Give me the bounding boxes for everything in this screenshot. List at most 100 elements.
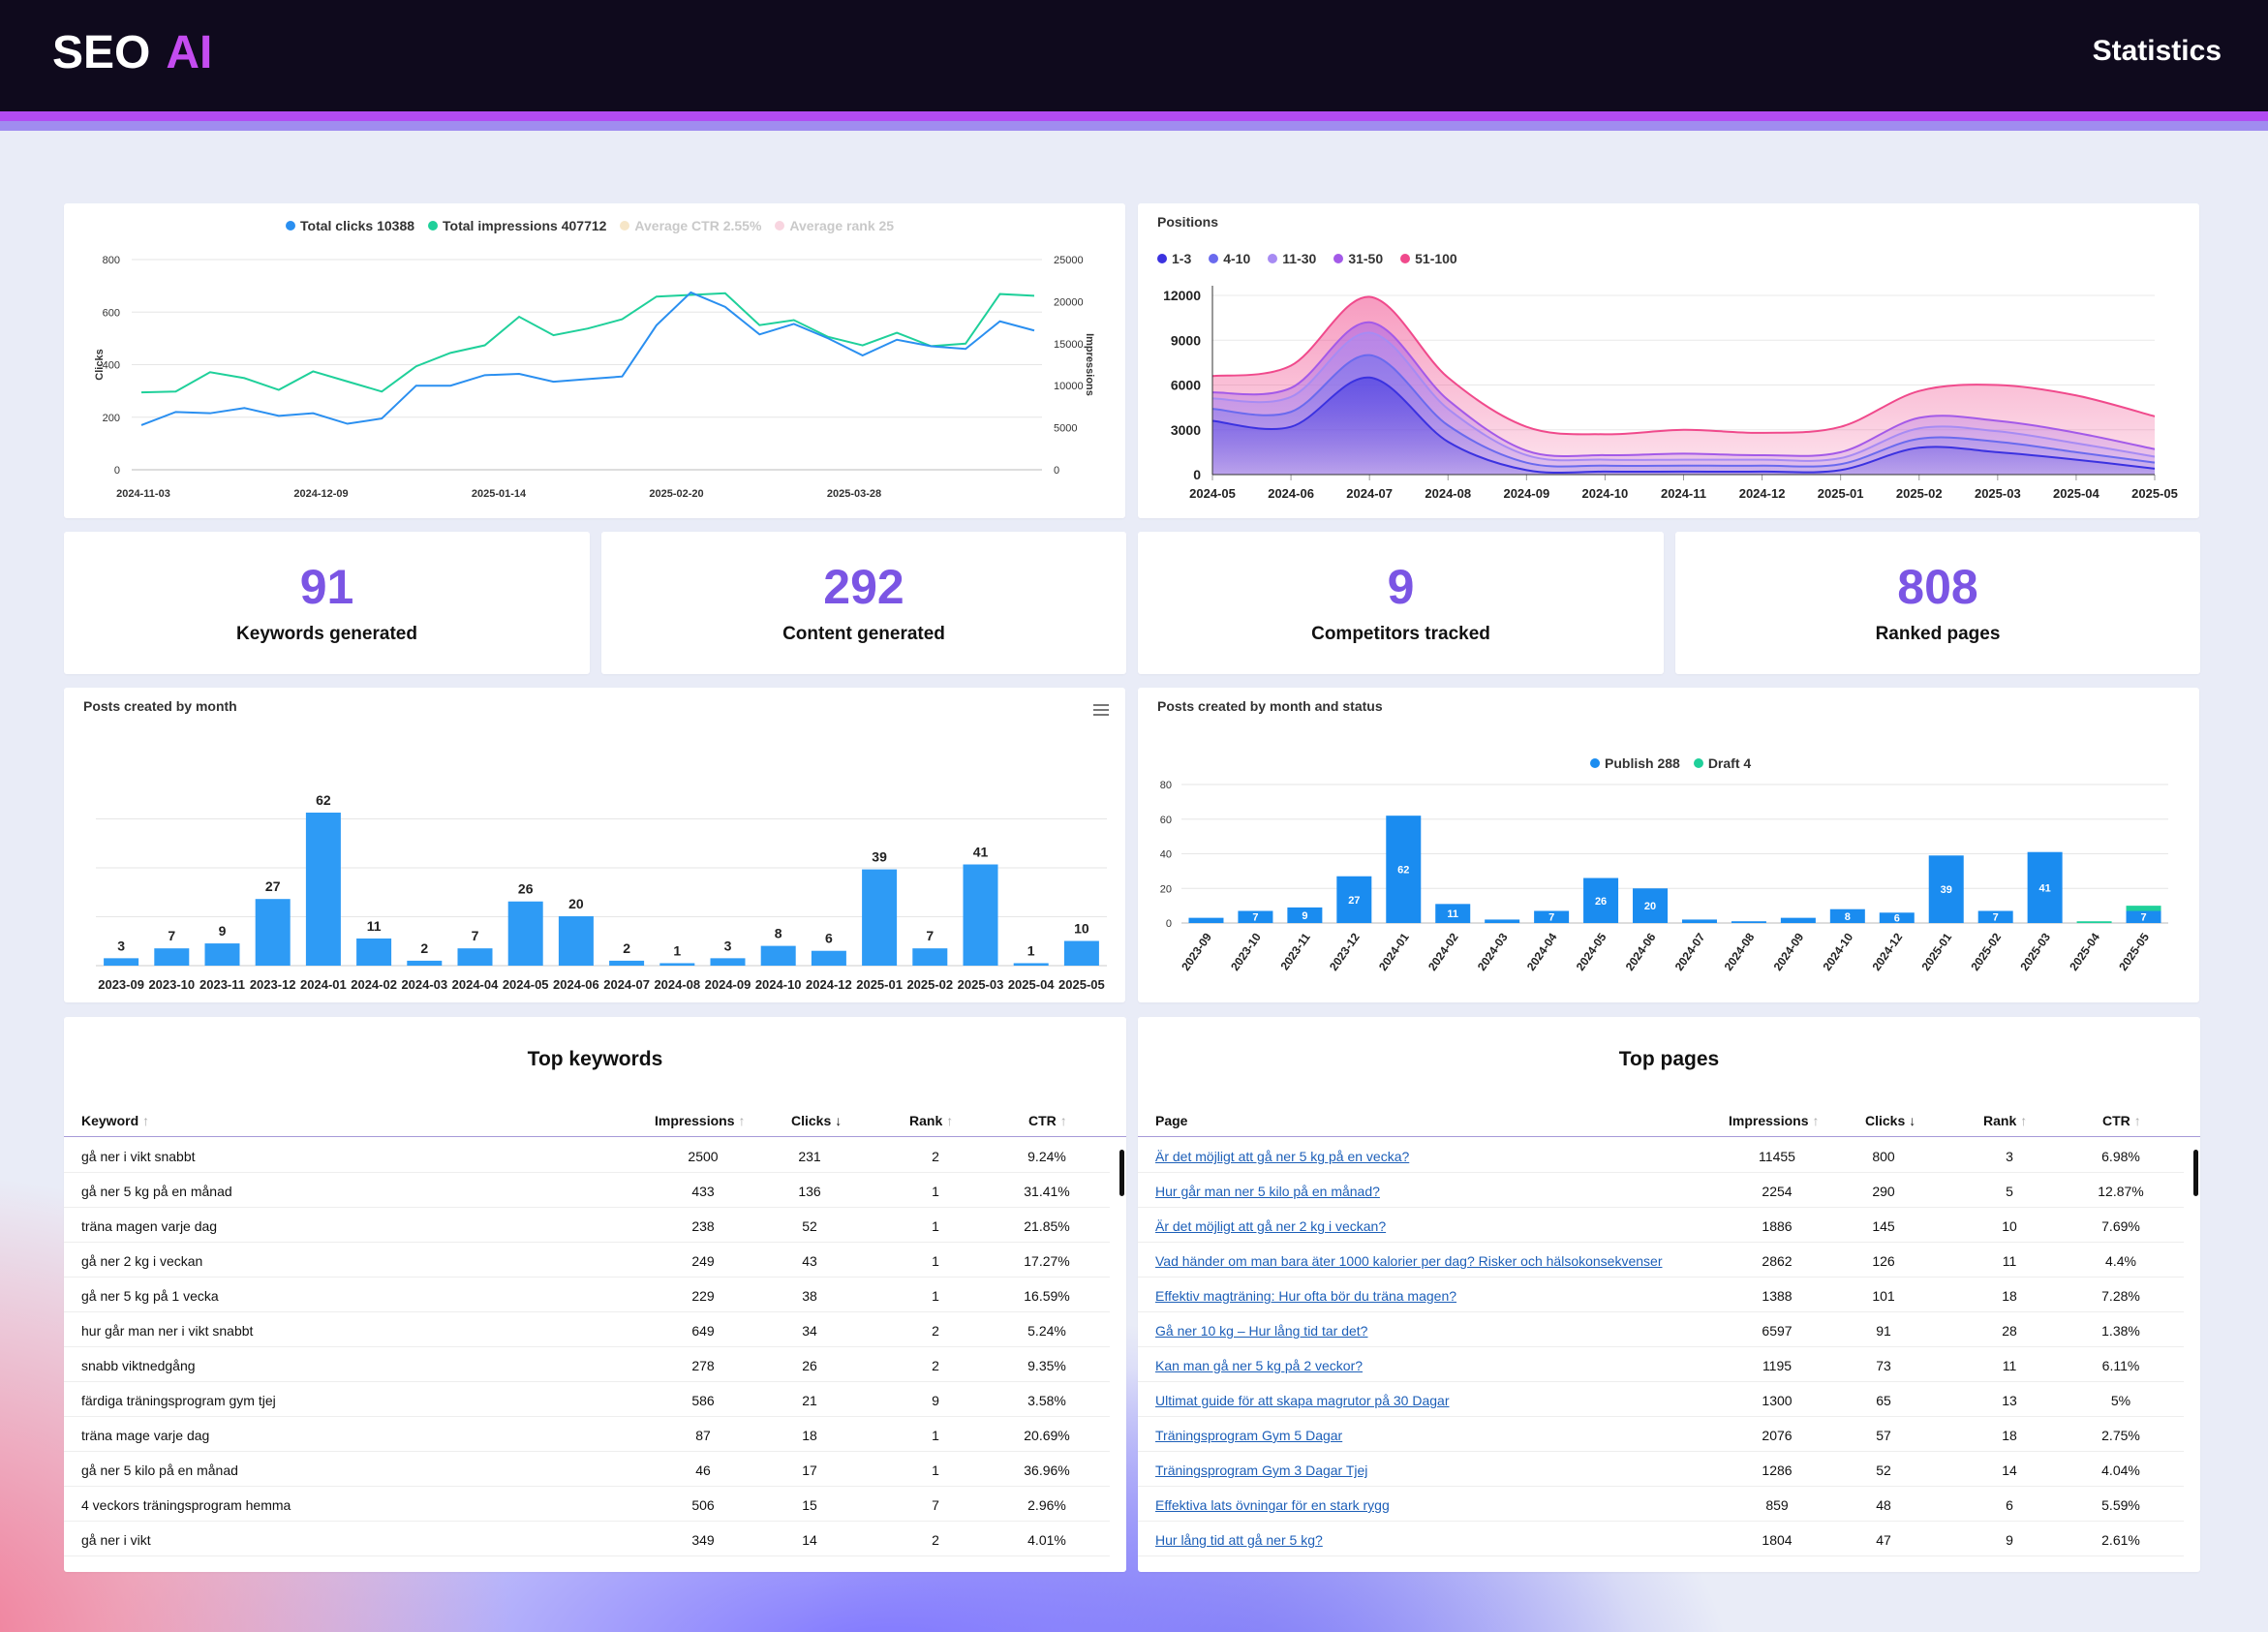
- table-row[interactable]: snabb viktnedgång 278 26 2 9.35%: [64, 1347, 1110, 1382]
- cell-page[interactable]: Är det möjligt att gå ner 2 kg i veckan?: [1155, 1218, 1387, 1234]
- bar-publish: [1633, 888, 1669, 923]
- legend-position-4-10[interactable]: 4-10: [1209, 251, 1250, 266]
- cell-clicks: 73: [1876, 1358, 1891, 1373]
- cell-ctr: 4.4%: [2105, 1253, 2136, 1269]
- col-clicks[interactable]: Clicks ↓: [791, 1113, 843, 1128]
- cell-page[interactable]: Effektiv magträning: Hur ofta bör du trä…: [1155, 1288, 1457, 1304]
- col-rank[interactable]: Rank ↑: [909, 1113, 954, 1128]
- y2-tick-label: 5000: [1054, 423, 1077, 435]
- table-row[interactable]: Är det möjligt att gå ner 5 kg på en vec…: [1138, 1138, 2184, 1173]
- bar-value-label: 6: [825, 931, 833, 946]
- table-row[interactable]: Vad händer om man bara äter 1000 kalorie…: [1138, 1243, 2184, 1278]
- bar-value-label: 3: [117, 938, 125, 953]
- col-page[interactable]: Page: [1155, 1113, 1188, 1128]
- legend-average-ctr[interactable]: Average CTR 2.55%: [620, 218, 761, 233]
- x-tick-label: 2025-04: [2053, 486, 2099, 501]
- legend-average-rank[interactable]: Average rank 25: [775, 218, 894, 233]
- positions-title: Positions: [1157, 214, 1219, 230]
- legend-publish[interactable]: Publish 288: [1590, 755, 1680, 771]
- table-row[interactable]: Träningsprogram Gym 3 Dagar Tjej 1286 52 14…: [1138, 1452, 2184, 1487]
- area-band-1-3: [1212, 377, 2155, 475]
- x-tick-label: 2025-04: [2067, 930, 2102, 972]
- bar-value-label: 39: [872, 849, 887, 865]
- legend-total-clicks[interactable]: Total clicks 10388: [286, 218, 414, 233]
- page-title: Statistics: [2092, 35, 2222, 67]
- table-row[interactable]: Gå ner 10 kg – Hur lång tid tar det? 6597…: [1138, 1312, 2184, 1347]
- table-row[interactable]: Är det möjligt att gå ner 2 kg i veckan?…: [1138, 1208, 2184, 1243]
- x-tick-label: 2025-05: [2116, 930, 2152, 972]
- cell-page[interactable]: Vad händer om man bara äter 1000 kalorie…: [1155, 1253, 1663, 1269]
- legend-total-impressions[interactable]: Total impressions 407712: [428, 218, 606, 233]
- stat-label: Keywords generated: [236, 624, 417, 644]
- cell-impressions: 11455: [1759, 1149, 1795, 1164]
- bar-value-label: 7: [1993, 912, 1999, 924]
- y-tick-label: 9000: [1171, 332, 1201, 348]
- bar: [154, 948, 190, 966]
- table-row[interactable]: Träningsprogram Gym 5 Dagar 2076 57 18 2.75%: [1138, 1417, 2184, 1452]
- table-row[interactable]: träna mage varje dag 87 18 1 20.69%: [64, 1417, 1110, 1452]
- table-row[interactable]: Effektiv magträning: Hur ofta bör du trä…: [1138, 1278, 2184, 1312]
- col-rank[interactable]: Rank ↑: [1983, 1113, 2028, 1128]
- stat-label: Ranked pages: [1875, 624, 2001, 644]
- x-tick-label: 2023-09: [1179, 930, 1214, 972]
- posts-by-month-card: Posts created by month 3 2023-09 7 2023-10 9…: [64, 688, 1125, 1002]
- cell-page[interactable]: Hur lång tid att gå ner 5 kg?: [1155, 1532, 1323, 1548]
- top-navigation-bar: SEO AI Statistics: [0, 0, 2268, 111]
- cell-impressions: 1886: [1762, 1218, 1793, 1234]
- table-row[interactable]: gå ner i vikt 349 14 2 4.01%: [64, 1522, 1110, 1556]
- impressions-line: [140, 292, 1035, 394]
- table-row[interactable]: hur går man ner i vikt snabbt 649 34 2 5.24%: [64, 1312, 1110, 1347]
- cell-ctr: 31.41%: [1024, 1184, 1070, 1199]
- table-row[interactable]: 4 veckors träningsprogram hemma 506 15 7 2.9…: [64, 1487, 1110, 1522]
- cell-page[interactable]: Är det möjligt att gå ner 5 kg på en vec…: [1155, 1149, 1410, 1164]
- cell-impressions: 1388: [1762, 1288, 1793, 1304]
- cell-clicks: 145: [1872, 1218, 1895, 1234]
- cell-page[interactable]: Ultimat guide för att skapa magrutor på …: [1155, 1393, 1450, 1408]
- x-tick-label: 2024-12-09: [293, 488, 348, 500]
- table-row[interactable]: gå ner i vikt snabbt 2500 231 2 9.24%: [64, 1138, 1110, 1173]
- table-row[interactable]: Ultimat guide för att skapa magrutor på …: [1138, 1382, 2184, 1417]
- scrollbar-thumb[interactable]: [2193, 1150, 2198, 1196]
- legend-draft[interactable]: Draft 4: [1693, 755, 1751, 771]
- col-keyword[interactable]: Keyword ↑: [81, 1113, 150, 1128]
- cell-rank: 13: [2002, 1393, 2017, 1408]
- y-tick-label: 0: [1193, 467, 1201, 482]
- scrollbar-thumb[interactable]: [1119, 1150, 1124, 1196]
- cell-page[interactable]: Effektiva lats övningar för en stark ryg…: [1155, 1497, 1390, 1513]
- cell-clicks: 800: [1872, 1149, 1895, 1164]
- legend-position-31-50[interactable]: 31-50: [1333, 251, 1383, 266]
- col-clicks[interactable]: Clicks ↓: [1865, 1113, 1916, 1128]
- table-row[interactable]: Kan man gå ner 5 kg på 2 veckor? 1195 73 11…: [1138, 1347, 2184, 1382]
- col-ctr[interactable]: CTR ↑: [2102, 1113, 2141, 1128]
- bar: [1063, 940, 1099, 966]
- header-accent-bar: [0, 111, 2268, 121]
- cell-ctr: 36.96%: [1024, 1463, 1070, 1478]
- bar-value-label: 6: [1894, 913, 1900, 925]
- chart-menu-icon[interactable]: [1091, 703, 1111, 717]
- table-row[interactable]: Hur går man ner 5 kilo på en månad? 2254 2…: [1138, 1173, 2184, 1208]
- cell-clicks: 231: [798, 1149, 821, 1164]
- bar: [912, 948, 948, 966]
- table-row[interactable]: gå ner 2 kg i veckan 249 43 1 17.27%: [64, 1243, 1110, 1278]
- stat-ranked-pages: 808 Ranked pages: [1675, 532, 2200, 674]
- table-row[interactable]: träna magen varje dag 238 52 1 21.85%: [64, 1208, 1110, 1243]
- table-row[interactable]: Effektiva lats övningar för en stark ryg…: [1138, 1487, 2184, 1522]
- col-ctr[interactable]: CTR ↑: [1028, 1113, 1067, 1128]
- legend-position-51-100[interactable]: 51-100: [1400, 251, 1457, 266]
- legend-position-1-3[interactable]: 1-3: [1157, 251, 1191, 266]
- col-impressions[interactable]: Impressions ↑: [1729, 1113, 1820, 1128]
- cell-page[interactable]: Hur går man ner 5 kilo på en månad?: [1155, 1184, 1380, 1199]
- table-row[interactable]: gå ner 5 kg på en månad 433 136 1 31.41%: [64, 1173, 1110, 1208]
- app-logo[interactable]: SEO AI: [52, 26, 212, 79]
- cell-page[interactable]: Kan man gå ner 5 kg på 2 veckor?: [1155, 1358, 1364, 1373]
- bar-value-label: 7: [2140, 912, 2146, 924]
- cell-page[interactable]: Träningsprogram Gym 5 Dagar: [1155, 1428, 1343, 1443]
- cell-page[interactable]: Gå ner 10 kg – Hur lång tid tar det?: [1155, 1323, 1368, 1339]
- table-row[interactable]: Hur lång tid att gå ner 5 kg? 1804 47 9 2.61…: [1138, 1522, 2184, 1556]
- table-row[interactable]: gå ner 5 kilo på en månad 46 17 1 36.96%: [64, 1452, 1110, 1487]
- legend-position-11-30[interactable]: 11-30: [1268, 251, 1316, 266]
- table-row[interactable]: gå ner 5 kg på 1 vecka 229 38 1 16.59%: [64, 1278, 1110, 1312]
- table-row[interactable]: färdiga träningsprogram gym tjej 586 21 9 3.…: [64, 1382, 1110, 1417]
- col-impressions[interactable]: Impressions ↑: [655, 1113, 746, 1128]
- cell-page[interactable]: Träningsprogram Gym 3 Dagar Tjej: [1155, 1463, 1368, 1478]
